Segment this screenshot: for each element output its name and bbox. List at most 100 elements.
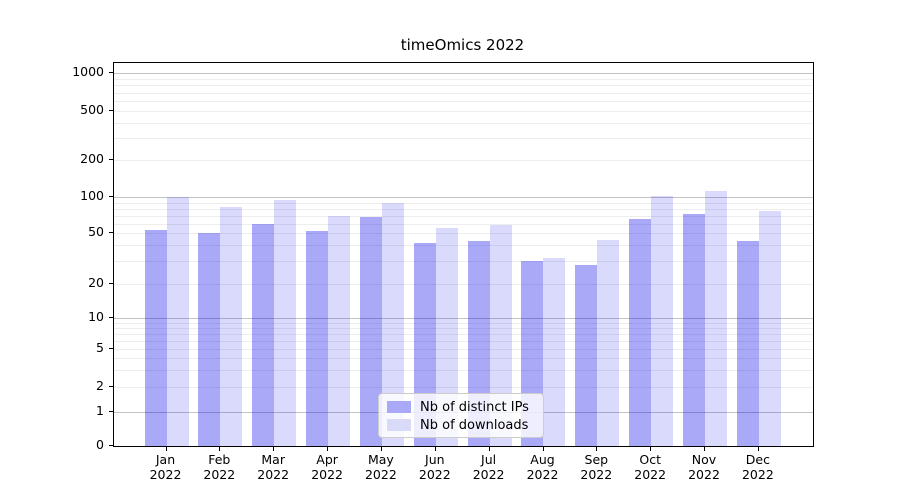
x-tick-label-feb: Feb 2022: [203, 452, 236, 482]
y-tick-mark-500: [109, 110, 113, 111]
x-tick-mark-jan: [165, 447, 167, 451]
legend-item-distinct-ips: Nb of distinct IPs: [387, 399, 535, 415]
x-tick-label-mar: Mar 2022: [257, 452, 290, 482]
gridline-minor-300: [114, 138, 813, 140]
gridline-minor-3: [114, 370, 813, 372]
x-tick-label-sep: Sep 2022: [580, 452, 613, 482]
y-tick-mark-10: [109, 317, 113, 318]
x-tick-mark-feb: [219, 447, 221, 451]
y-tick-label-500: 500: [80, 102, 104, 117]
x-tick-mark-nov: [704, 447, 705, 451]
x-tick-mark-jun: [434, 447, 436, 451]
bar-may-downloads: [381, 202, 404, 446]
x-tick-mark-jul: [488, 447, 490, 451]
x-tick-label-jun: Jun 2022: [418, 452, 451, 482]
gridline-major-10: [114, 318, 813, 319]
y-tick-label-1: 1: [96, 403, 104, 418]
plot-area: Nb of distinct IPs Nb of downloads: [113, 62, 814, 447]
legend-label-downloads: Nb of downloads: [420, 417, 529, 433]
y-tick-label-1000: 1000: [72, 64, 104, 79]
y-tick-mark-0: [109, 444, 113, 446]
gridline-minor-40: [114, 245, 813, 247]
y-tick-label-100: 100: [80, 188, 104, 203]
legend-swatch-downloads: [387, 419, 411, 431]
bar-feb-downloads: [220, 207, 243, 446]
bar-feb-distinct-ips: [198, 233, 221, 446]
gridline-minor-8: [114, 328, 813, 329]
y-tick-label-20: 20: [88, 275, 104, 290]
gridline-minor-50: [114, 233, 813, 234]
bar-dec-downloads: [758, 210, 781, 446]
x-tick-mark-aug: [542, 447, 544, 451]
gridline-minor-2: [114, 387, 813, 388]
legend-item-downloads: Nb of downloads: [387, 417, 535, 433]
gridline-minor-6: [114, 340, 813, 342]
bar-apr-downloads: [328, 215, 351, 446]
bar-mar-downloads: [274, 199, 297, 446]
y-tick-mark-50: [109, 232, 113, 233]
x-tick-mark-sep: [596, 447, 598, 451]
y-tick-label-200: 200: [80, 151, 104, 166]
x-tick-label-nov: Nov 2022: [688, 452, 720, 482]
bar-nov-distinct-ips: [683, 214, 705, 446]
gridline-minor-30: [114, 261, 813, 263]
gridline-minor-90: [114, 202, 813, 204]
bar-oct-distinct-ips: [629, 219, 652, 446]
gridline-minor-700: [114, 92, 813, 94]
y-tick-label-5: 5: [96, 340, 104, 355]
bar-mar-distinct-ips: [252, 223, 275, 446]
x-tick-mark-may: [380, 447, 382, 451]
gridline-minor-900: [114, 78, 813, 80]
y-tick-label-50: 50: [88, 224, 104, 239]
legend: Nb of distinct IPs Nb of downloads: [378, 393, 544, 438]
x-tick-mark-oct: [650, 447, 652, 451]
x-tick-mark-mar: [273, 447, 275, 451]
y-tick-mark-5: [109, 348, 113, 349]
y-tick-mark-20: [109, 283, 113, 284]
y-tick-mark-1: [109, 411, 113, 412]
x-tick-mark-dec: [757, 447, 759, 451]
bar-jul-downloads: [489, 225, 512, 446]
x-tick-label-apr: Apr 2022: [311, 452, 343, 482]
x-tick-label-oct: Oct 2022: [634, 452, 667, 482]
legend-swatch-distinct-ips: [387, 401, 411, 413]
gridline-minor-4: [114, 358, 813, 360]
gridline-minor-80: [114, 208, 813, 210]
y-tick-mark-200: [109, 159, 113, 160]
gridline-minor-400: [114, 122, 813, 124]
bar-oct-downloads: [651, 195, 674, 446]
bar-may-distinct-ips: [359, 217, 382, 446]
gridline-minor-60: [114, 223, 813, 225]
bar-sep-distinct-ips: [575, 265, 598, 446]
bar-jan-downloads: [166, 197, 189, 446]
gridline-minor-5: [114, 349, 813, 350]
bar-jan-distinct-ips: [144, 230, 167, 446]
x-tick-label-dec: Dec 2022: [741, 452, 774, 482]
bar-aug-downloads: [543, 257, 566, 446]
y-tick-mark-1000: [109, 72, 113, 73]
y-tick-mark-2: [109, 386, 113, 387]
y-tick-label-2: 2: [96, 378, 104, 393]
x-tick-label-jan: Jan 2022: [149, 452, 182, 482]
x-tick-label-aug: Aug 2022: [526, 452, 559, 482]
gridline-major-100: [114, 197, 813, 198]
y-tick-label-0: 0: [96, 436, 104, 452]
bar-nov-downloads: [705, 190, 727, 446]
gridline-minor-500: [114, 111, 813, 112]
bar-apr-distinct-ips: [306, 231, 329, 446]
bar-dec-distinct-ips: [736, 241, 759, 446]
x-tick-mark-apr: [327, 447, 329, 451]
chart-title: timeOmics 2022: [400, 36, 525, 54]
gridline-major-1000: [114, 73, 813, 74]
y-tick-label-10: 10: [88, 309, 104, 324]
gridline-minor-800: [114, 85, 813, 87]
gridline-minor-200: [114, 160, 813, 161]
bar-jun-downloads: [435, 228, 458, 446]
gridline-minor-600: [114, 101, 813, 102]
legend-label-distinct-ips: Nb of distinct IPs: [420, 399, 529, 415]
x-tick-label-jul: Jul 2022: [472, 452, 505, 482]
gridline-minor-9: [114, 322, 813, 324]
gridline-minor-7: [114, 334, 813, 335]
gridline-minor-20: [114, 284, 813, 285]
